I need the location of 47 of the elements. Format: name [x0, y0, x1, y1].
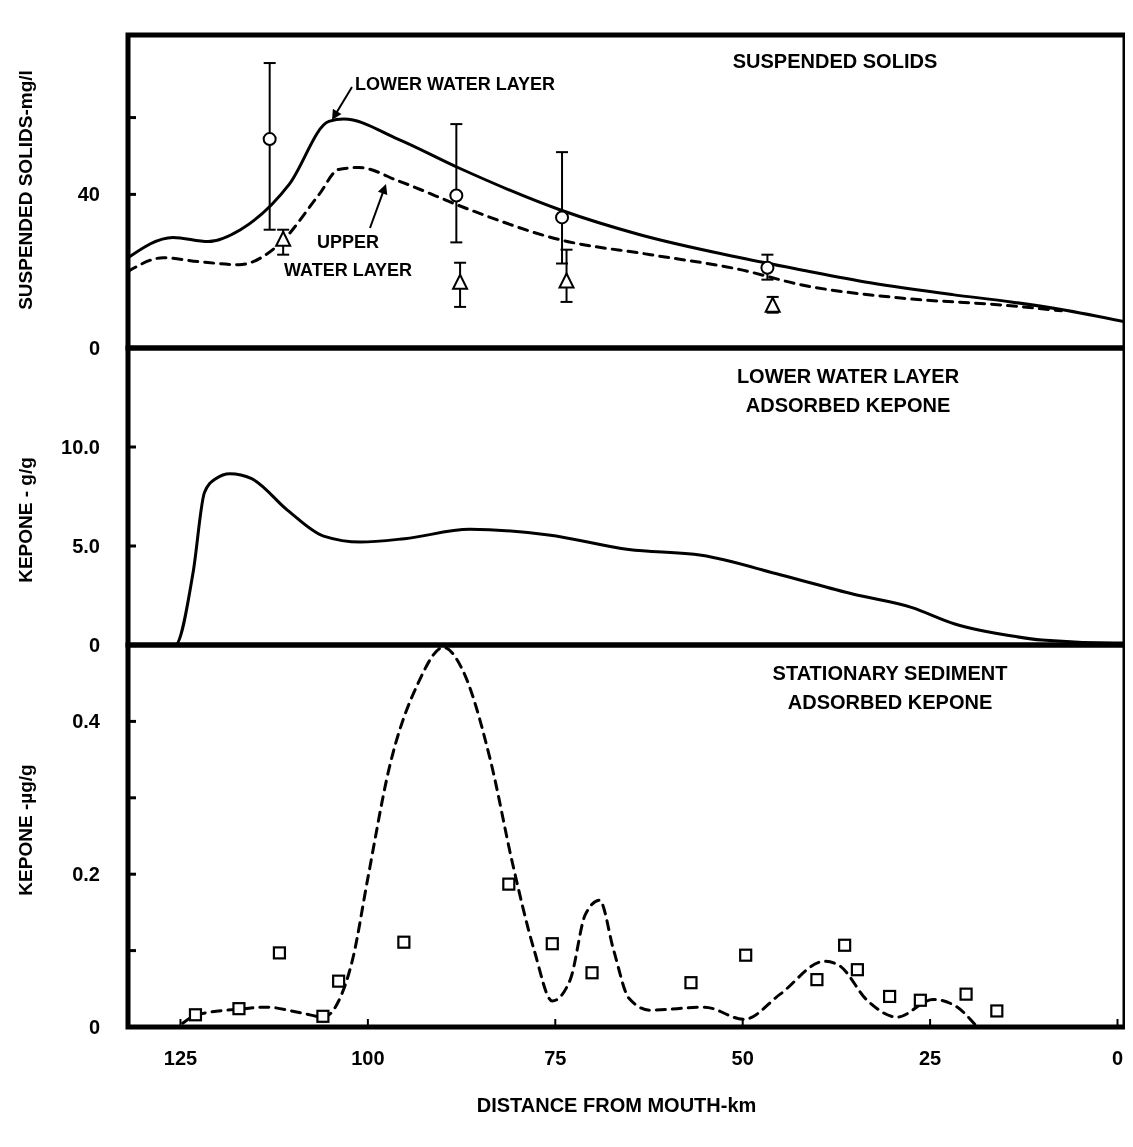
point: [188, 1008, 203, 1022]
point: [449, 188, 464, 203]
y-tick-label: 5.0: [72, 535, 100, 557]
point: [838, 938, 852, 952]
point: [959, 987, 973, 1001]
y-tick-label: 40: [77, 183, 100, 206]
series-label: LOWER WATER LAYER: [355, 74, 556, 94]
point: [555, 210, 570, 225]
x-tick-label: 25: [918, 1047, 942, 1069]
x-tick-label: 125: [163, 1047, 198, 1069]
text: SUSPENDED SOLIDS: [732, 50, 938, 72]
y-tick-label: 0.4: [72, 710, 101, 733]
point: [332, 974, 346, 988]
point: [452, 273, 469, 290]
x-axis-title: DISTANCE FROM MOUTH-km: [476, 1094, 757, 1116]
y-tick-label: 0: [88, 1016, 100, 1038]
point: [316, 1009, 330, 1023]
y-tick-label: 10.0: [61, 436, 100, 458]
point: [883, 989, 897, 1004]
point: [585, 966, 599, 980]
point: [810, 973, 824, 987]
point: [502, 877, 516, 891]
point: [397, 935, 411, 949]
y-axis-title: SUSPENDED SOLIDS-mg/l: [15, 70, 36, 310]
point: [684, 976, 698, 990]
point: [850, 963, 864, 977]
x-tick-label: 50: [731, 1047, 754, 1069]
x-tick-label: 0: [1111, 1047, 1124, 1069]
series-label: UPPER WATER LAYER: [283, 232, 413, 280]
y-axis-title: KEPONE -µg/g: [15, 764, 36, 896]
point: [990, 1004, 1004, 1018]
point: [545, 937, 559, 951]
text: STATIONARY SEDIMENT ADSORBED KEPONE: [772, 662, 1008, 713]
point: [739, 948, 753, 962]
y-tick-label: 0.2: [72, 863, 100, 886]
y-axis-title: KEPONE - g/g: [15, 457, 36, 583]
point: [913, 993, 927, 1007]
point: [760, 260, 775, 275]
point: [558, 272, 575, 289]
point: [272, 946, 287, 960]
text: LOWER WATER LAYER ADSORBED KEPONE: [736, 365, 960, 416]
x-tick-label: 100: [351, 1047, 385, 1069]
y-tick-label: 0: [88, 337, 100, 359]
x-tick-label: 75: [544, 1047, 567, 1069]
y-tick-label: 0: [88, 634, 100, 656]
point: [232, 1002, 246, 1016]
point: [262, 132, 277, 147]
